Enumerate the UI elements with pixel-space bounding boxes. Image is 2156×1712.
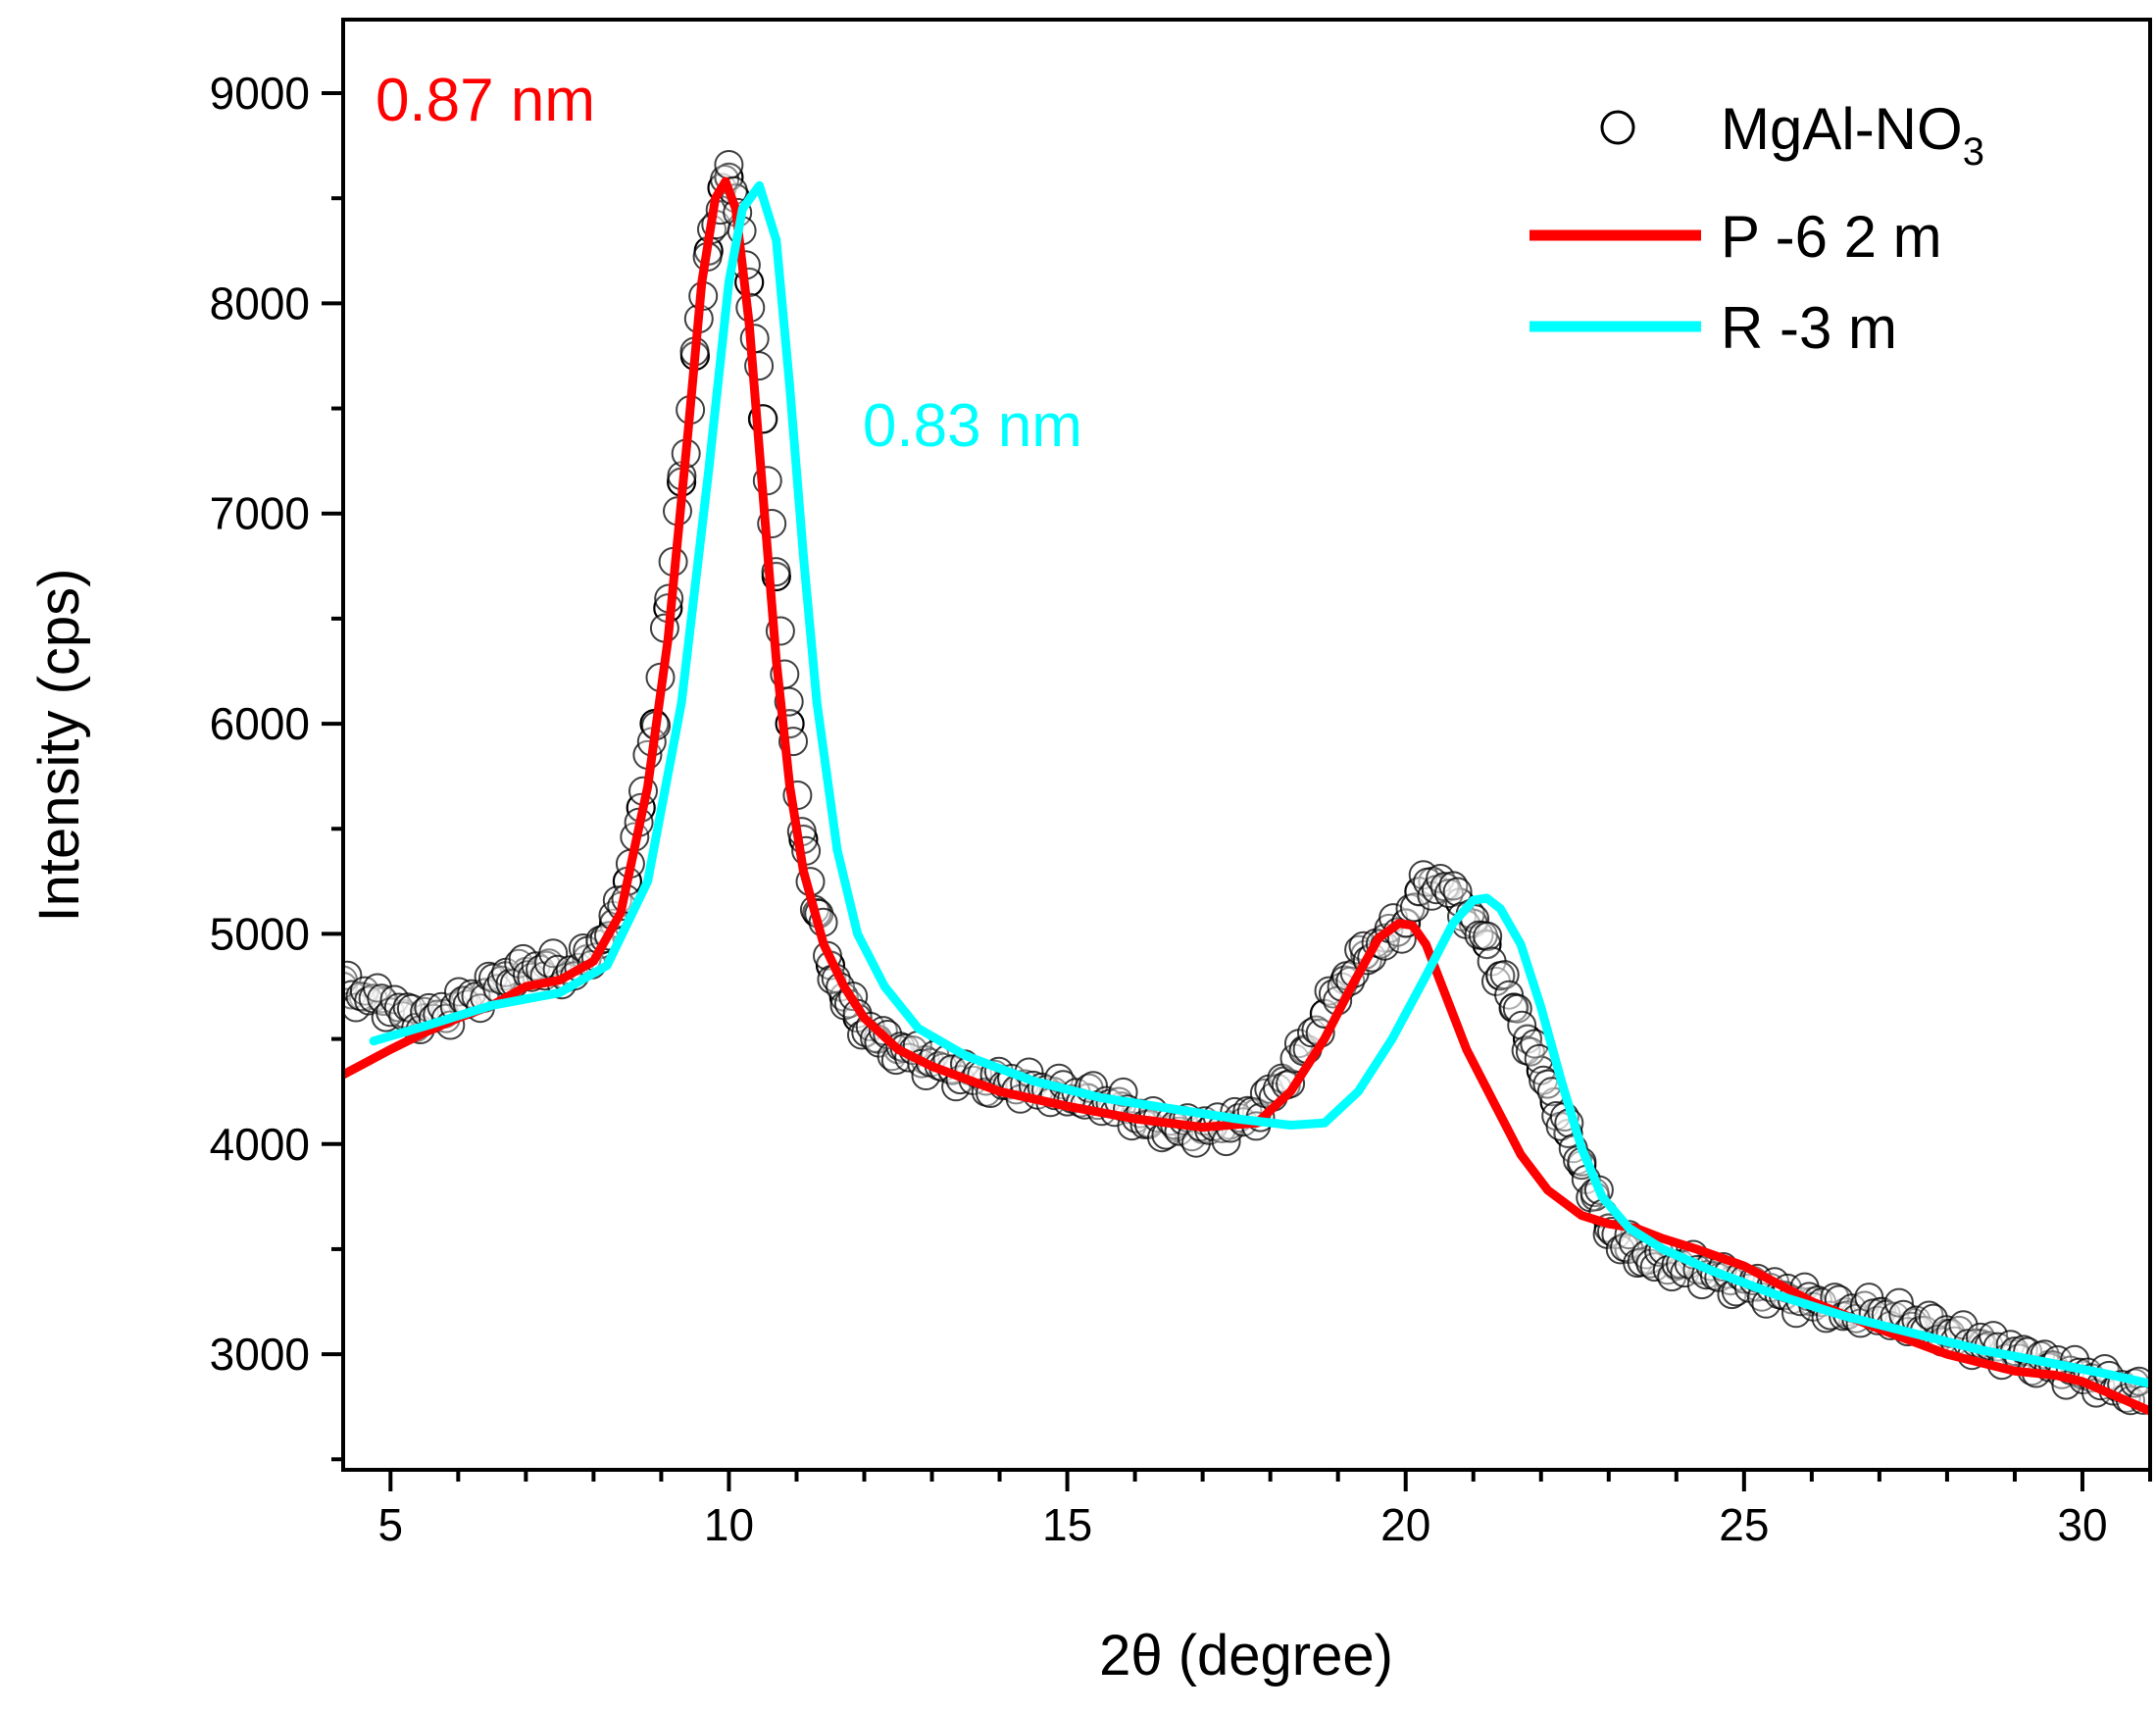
legend-label-p-6-2-m: P -6 2 m <box>1721 204 1942 270</box>
x-tick-label: 25 <box>1719 1499 1769 1550</box>
y-tick-label: 3000 <box>210 1329 310 1380</box>
plot-content <box>343 150 2150 1416</box>
y-tick-label: 7000 <box>210 488 310 539</box>
axes: 5 10 15 20 25 30 3000 4000 5000 6000 7000 8000 9000 <box>210 68 2152 1550</box>
annotation-0-83-nm: 0.83 nm <box>863 392 1082 460</box>
data-point-dense <box>1502 993 1532 1024</box>
data-point-dense <box>1473 921 1503 951</box>
legend-label-r-3-m: R -3 m <box>1721 295 1897 361</box>
legend-label-mgal-no3-main: MgAl-NO <box>1721 96 1963 162</box>
y-tick-label: 5000 <box>210 908 310 959</box>
x-tick-label: 20 <box>1380 1499 1430 1550</box>
data-point-dense <box>1442 877 1473 907</box>
y-tick-label: 4000 <box>210 1119 310 1170</box>
x-axis-title: 2θ (degree) <box>1099 1624 1393 1687</box>
y-axis-title: Intensity (cps) <box>27 569 91 923</box>
series-line-r-3-m <box>369 180 2150 1388</box>
x-tick-label: 30 <box>2057 1499 2107 1550</box>
annotation-0-87-nm: 0.87 nm <box>376 67 595 134</box>
x-tick-label: 5 <box>378 1499 404 1550</box>
x-tick-label: 15 <box>1042 1499 1092 1550</box>
x-tick-label: 10 <box>704 1499 754 1550</box>
data-point-dense <box>714 150 744 179</box>
legend-label-mgal-no3-subscript: 3 <box>1963 130 1984 174</box>
plot-frame <box>341 18 2152 1472</box>
annotations: 0.87 nm 0.83 nm <box>376 67 1082 460</box>
data-point-dense <box>1883 1287 1914 1318</box>
y-tick-label: 8000 <box>210 277 310 328</box>
legend-label-mgal-no3: MgAl-NO3 <box>1721 96 1984 174</box>
legend-marker-mgal-no3 <box>1600 110 1635 145</box>
series-line-p-6-2-m <box>343 176 2150 1416</box>
y-tick-label: 6000 <box>210 698 310 749</box>
legend: MgAl-NO3 P -6 2 m R -3 m <box>1529 96 1984 361</box>
y-tick-label: 9000 <box>210 68 310 119</box>
